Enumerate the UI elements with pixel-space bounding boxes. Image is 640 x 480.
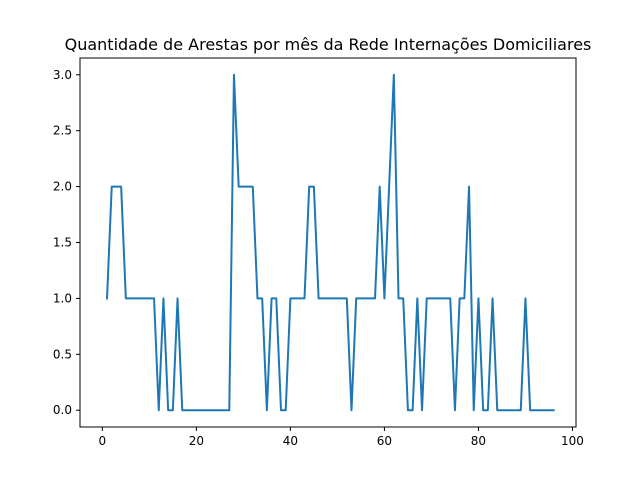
y-tick-label: 2.0 [53, 180, 72, 194]
y-tick-label: 0.0 [53, 403, 72, 417]
x-tick-label: 20 [189, 434, 204, 448]
y-tick-label: 0.5 [53, 347, 72, 361]
x-tick-label: 0 [99, 434, 107, 448]
y-tick-label: 1.5 [53, 236, 72, 250]
chart-title: Quantidade de Arestas por mês da Rede In… [65, 35, 592, 54]
y-tick-label: 1.0 [53, 291, 72, 305]
series-line-0 [105, 73, 555, 412]
x-tick-label: 80 [471, 434, 486, 448]
x-tick-label: 60 [377, 434, 392, 448]
axes: 0 20 40 60 80 100 0.0 0.5 1.0 1.5 2.0 2.5 3.0 [53, 57, 584, 448]
y-tick-label: 2.5 [53, 124, 72, 138]
plot-area [105, 73, 555, 412]
x-tick-label: 100 [561, 434, 584, 448]
x-tick-label: 40 [283, 434, 298, 448]
y-tick-label: 3.0 [53, 68, 72, 82]
